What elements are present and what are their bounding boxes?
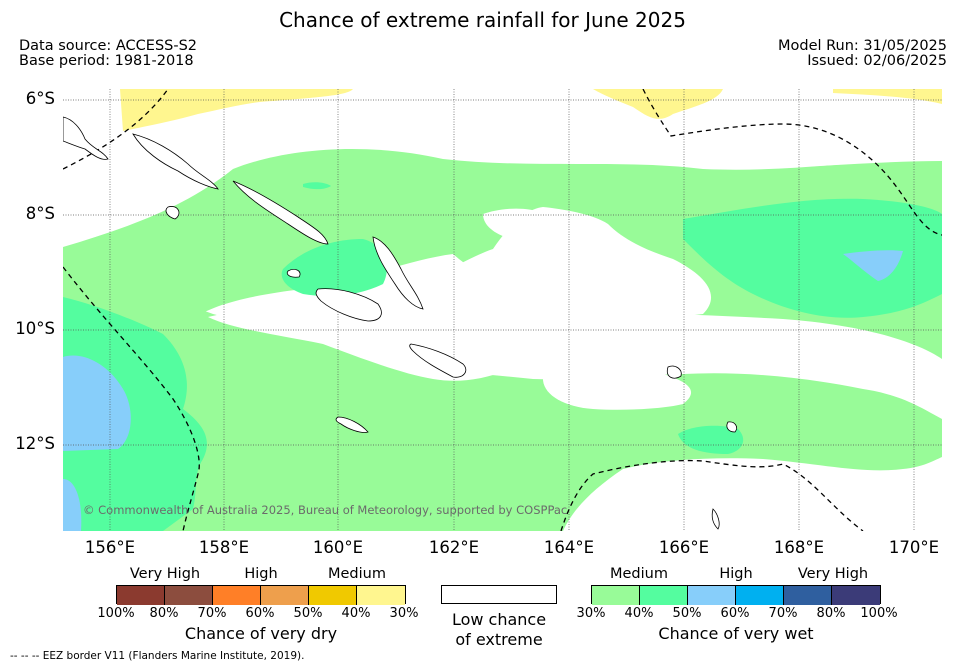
eez-border-png-solomons [63, 89, 169, 170]
santa-cruz [666, 365, 682, 379]
dry-tick-50: 50% [293, 606, 323, 621]
dry-legend-caption: Chance of very dry [184, 624, 338, 643]
dry-tick-100: 100% [97, 606, 135, 621]
map-title: Chance of extreme rainfall for June 2025 [279, 8, 686, 32]
wet-cell-40-50 [640, 586, 688, 605]
new-georgia [165, 206, 180, 220]
wet-cell-50-60 [688, 586, 736, 605]
low-chance-top [63, 89, 942, 241]
rainfall-map [63, 89, 942, 531]
dry-cell-40-50 [309, 586, 357, 605]
dry-medium-region-north [593, 89, 723, 119]
dry-cell-80-100 [117, 586, 165, 605]
eez-borders [63, 89, 942, 531]
dry-tick-70: 70% [197, 606, 227, 621]
dry-tick-60: 60% [245, 606, 275, 621]
eez-border-vanuatu [560, 459, 864, 531]
santa-isabel [232, 180, 329, 245]
lon-label-156e: 156°E [84, 538, 136, 557]
lon-label-164e: 164°E [543, 538, 595, 557]
dry-cell-30-40 [357, 586, 405, 605]
eez-footnote: -- -- -- EEZ border V11 (Flanders Marine… [10, 650, 305, 662]
low-chance-caption-1: Low chance [451, 610, 547, 629]
russell-islands [286, 269, 301, 278]
wet-tick-50: 50% [672, 606, 702, 621]
lon-label-168e: 168°E [773, 538, 825, 557]
base-period: Base period: 1981-2018 [19, 53, 194, 69]
wet-legend-caption: Chance of very wet [658, 624, 814, 643]
lat-label-12s: 12°S [15, 434, 55, 453]
low-chance-band [208, 207, 712, 381]
rennell [335, 416, 369, 433]
low-chance-band-east [543, 368, 692, 410]
source-info: Data source: ACCESS-S2 Base period: 1981… [19, 39, 197, 69]
wet-high-region-west [63, 297, 207, 531]
bougainville-coast [63, 116, 109, 160]
wet-50-60-west [63, 355, 131, 451]
dry-heading-very-high: Very High [129, 566, 201, 582]
low-chance-south-east [563, 457, 942, 531]
wet-50-60-southwest [63, 479, 82, 531]
wet-high-small-patch [303, 182, 331, 190]
issued-date: Issued: 02/06/2025 [807, 53, 947, 69]
wet-tick-60: 60% [720, 606, 750, 621]
dry-tick-40: 40% [341, 606, 371, 621]
run-info: Model Run: 31/05/2025 Issued: 02/06/2025 [778, 39, 947, 69]
eez-border-nauru [642, 89, 942, 236]
data-source: Data source: ACCESS-S2 [19, 38, 198, 54]
wet-cell-30-40 [592, 586, 640, 605]
model-run: Model Run: 31/05/2025 [777, 38, 947, 54]
choiseul-island [132, 133, 219, 190]
vanuatu-north [726, 421, 737, 433]
land-outlines [63, 116, 737, 530]
copyright-notice: © Commonwealth of Australia 2025, Bureau… [83, 503, 568, 517]
wet-heading-medium: Medium [610, 566, 668, 582]
dry-cell-70-80 [165, 586, 213, 605]
wet-colorbar [591, 585, 881, 605]
wet-cell-60-70 [736, 586, 784, 605]
dry-medium-region-ne [833, 89, 942, 104]
dry-heading-medium: Medium [328, 566, 386, 582]
lon-label-170e: 170°E [888, 538, 940, 557]
torres-islands [711, 508, 720, 530]
dry-cell-60-70 [213, 586, 261, 605]
low-chance-north-gap [483, 208, 547, 241]
wet-50-60-east [843, 250, 903, 281]
wet-tick-100: 100% [860, 606, 898, 621]
dry-cell-50-60 [261, 586, 309, 605]
lat-label-8s: 8°S [25, 204, 55, 223]
wet-cell-80-100 [832, 586, 880, 605]
low-chance-swatch [441, 585, 557, 604]
lon-label-166e: 166°E [658, 538, 710, 557]
lat-label-6s: 6°S [25, 89, 55, 108]
malaita [372, 236, 424, 310]
wet-high-region-east [683, 198, 942, 318]
dry-tick-30: 30% [389, 606, 419, 621]
wet-tick-40: 40% [624, 606, 654, 621]
lon-label-162e: 162°E [428, 538, 480, 557]
dry-medium-region-nw [120, 89, 353, 131]
lat-label-10s: 10°S [15, 319, 55, 338]
low-chance-caption-2: of extreme [455, 630, 543, 649]
eez-border-west [63, 266, 200, 531]
lon-label-160e: 160°E [312, 538, 364, 557]
wet-cell-70-80 [784, 586, 832, 605]
lon-label-158e: 158°E [198, 538, 250, 557]
dry-heading-high: High [244, 566, 278, 582]
dry-tick-80: 80% [149, 606, 179, 621]
makira [409, 343, 467, 378]
wet-heading-high: High [719, 566, 753, 582]
wet-high-region-islands [281, 239, 387, 296]
wet-heading-very-high: Very High [797, 566, 869, 582]
wet-tick-80: 80% [816, 606, 846, 621]
wet-tick-30: 30% [576, 606, 606, 621]
wet-high-region-south [678, 425, 744, 454]
dry-colorbar [116, 585, 406, 605]
wet-tick-70: 70% [768, 606, 798, 621]
guadalcanal [315, 288, 382, 322]
